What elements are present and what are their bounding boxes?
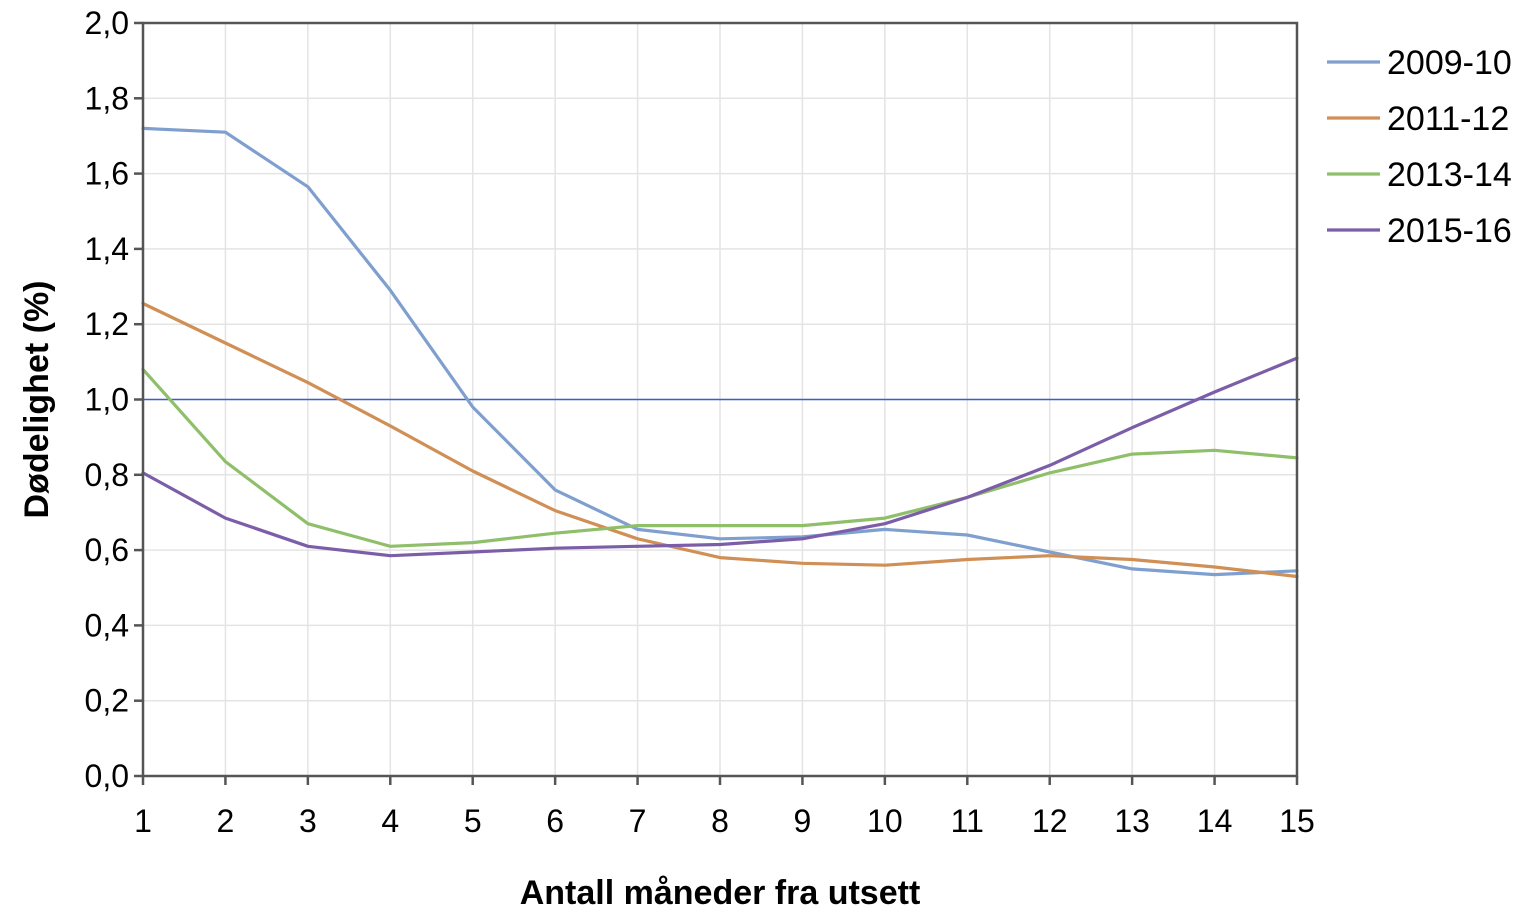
y-tick-label: 1,4 — [85, 231, 129, 267]
y-tick-label: 1,0 — [85, 382, 129, 418]
y-tick-label: 0,6 — [85, 532, 129, 568]
y-tick-label: 0,0 — [85, 758, 129, 794]
x-tick-label: 3 — [299, 803, 317, 839]
legend-label-2011-12: 2011-12 — [1387, 100, 1509, 138]
x-tick-label: 13 — [1114, 803, 1150, 839]
x-tick-label: 7 — [629, 803, 647, 839]
x-axis-tick-labels: 1 2 3 4 5 6 7 8 9 10 11 12 13 14 15 — [134, 803, 1315, 839]
y-axis-title: Dødelighet (%) — [18, 281, 56, 519]
y-tick-label: 1,8 — [85, 80, 129, 116]
y-tick-label: 1,6 — [85, 156, 129, 192]
x-tick-label: 6 — [546, 803, 564, 839]
y-tick-label: 0,4 — [85, 607, 129, 643]
y-axis-tick-labels: 0,0 0,2 0,4 0,6 0,8 1,0 1,2 1,4 1,6 1,8 2,0 — [85, 5, 129, 794]
x-tick-label: 12 — [1032, 803, 1068, 839]
x-tick-label: 11 — [951, 803, 984, 839]
x-tick-label: 15 — [1279, 803, 1315, 839]
legend: 2009-10 2011-12 2013-14 2015-16 — [1327, 44, 1512, 250]
x-axis-title: Antall måneder fra utsett — [520, 874, 921, 911]
y-tick-label: 0,8 — [85, 457, 129, 493]
x-tick-label: 5 — [464, 803, 482, 839]
x-tick-label: 8 — [711, 803, 729, 839]
legend-label-2013-14: 2013-14 — [1387, 156, 1512, 194]
y-tick-label: 0,2 — [85, 683, 129, 719]
x-tick-label: 9 — [794, 803, 812, 839]
y-tick-label: 1,2 — [85, 306, 129, 342]
x-tick-label: 14 — [1197, 803, 1233, 839]
y-tick-label: 2,0 — [85, 5, 129, 41]
legend-label-2009-10: 2009-10 — [1387, 44, 1512, 82]
x-tick-label: 2 — [217, 803, 235, 839]
legend-label-2015-16: 2015-16 — [1387, 212, 1512, 250]
x-tick-label: 1 — [134, 803, 152, 839]
x-tick-label: 4 — [381, 803, 399, 839]
x-tick-label: 10 — [867, 803, 903, 839]
